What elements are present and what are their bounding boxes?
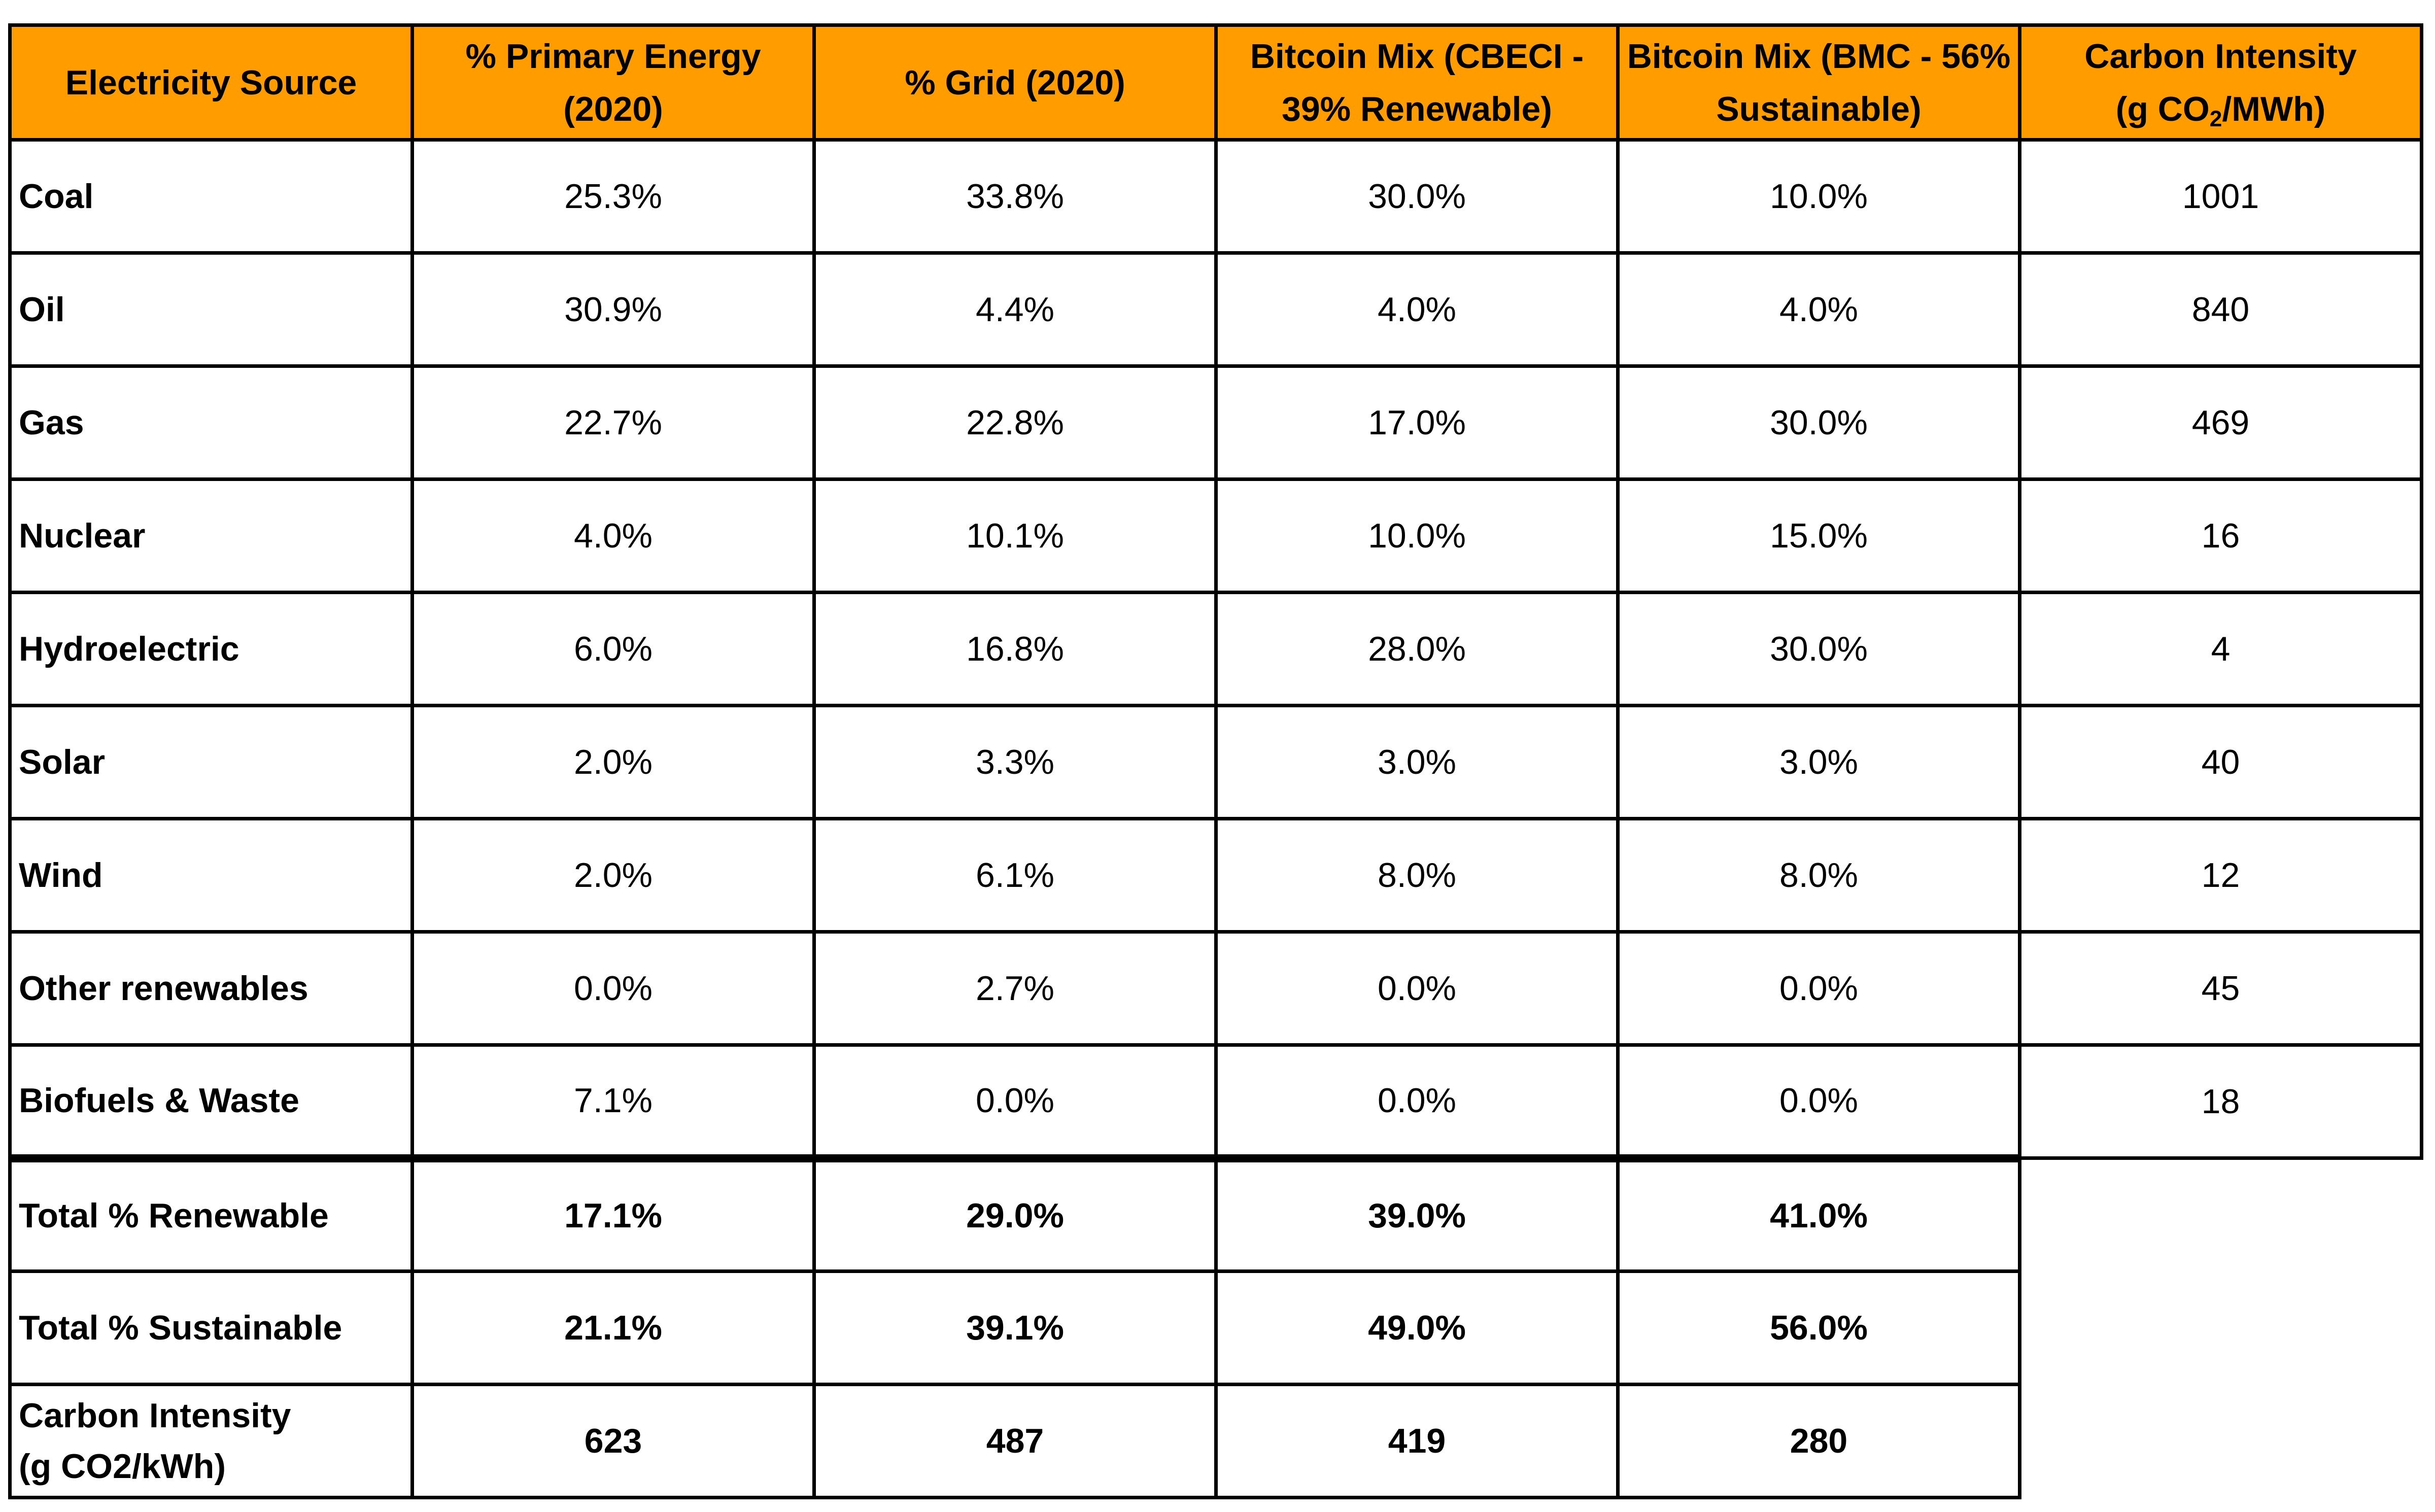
cell-cbeci: 0.0% (1214, 1043, 1620, 1160)
cell-carbon-intensity: 18 (2018, 1043, 2423, 1160)
cell-primary: 30.9% (410, 251, 816, 368)
cell-grid: 6.1% (812, 817, 1218, 934)
cell-bmc: 30.0% (1616, 364, 2021, 481)
header-carbon-intensity: Carbon Intensity (g CO2/MWh) (2018, 23, 2423, 142)
cell-primary: 6.0% (410, 591, 816, 707)
carbon-intensity-label-line2: (g CO2/kWh) (19, 1447, 226, 1486)
cell-bmc: 4.0% (1616, 251, 2021, 368)
cell-grid: 4.4% (812, 251, 1218, 368)
cell-carbon-intensity: 840 (2018, 251, 2423, 368)
header-ci-unit-a: (g CO (2115, 89, 2210, 128)
header-ci-prefix: Carbon Intensity (2084, 37, 2357, 76)
table-row: Oil 30.9% 4.4% 4.0% 4.0% 840 (8, 251, 2423, 368)
total-row-renewable: Total % Renewable 17.1% 29.0% 39.0% 41.0… (8, 1154, 2422, 1273)
table-row: Other renewables 0.0% 2.7% 0.0% 0.0% 45 (8, 930, 2423, 1047)
row-label: Gas (8, 364, 414, 481)
header-bitcoin-mix-bmc: Bitcoin Mix (BMC - 56% Sustainable) (1616, 23, 2021, 142)
row-label: Wind (8, 817, 414, 934)
total-grid: 29.0% (812, 1154, 1218, 1273)
total-label: Total % Renewable (8, 1154, 414, 1273)
cell-carbon-intensity: 16 (2018, 477, 2423, 594)
cell-bmc: 8.0% (1616, 817, 2021, 934)
cell-cbeci: 4.0% (1214, 251, 1620, 368)
cell-primary: 2.0% (410, 817, 816, 934)
table-row: Hydroelectric 6.0% 16.8% 28.0% 30.0% 4 (8, 591, 2423, 707)
carbon-primary: 623 (410, 1383, 816, 1499)
cell-grid: 16.8% (812, 591, 1218, 707)
table-row: Wind 2.0% 6.1% 8.0% 8.0% 12 (8, 817, 2423, 934)
table-row: Gas 22.7% 22.8% 17.0% 30.0% 469 (8, 364, 2423, 481)
carbon-intensity-label: Carbon Intensity (g CO2/kWh) (8, 1383, 414, 1499)
cell-bmc: 15.0% (1616, 477, 2021, 594)
carbon-bmc: 280 (1616, 1383, 2021, 1499)
cell-cbeci: 30.0% (1214, 138, 1620, 255)
row-label: Oil (8, 251, 414, 368)
total-primary: 17.1% (410, 1154, 816, 1273)
cell-cbeci: 17.0% (1214, 364, 1620, 481)
total-grid: 39.1% (812, 1269, 1218, 1386)
table-row: Biofuels & Waste 7.1% 0.0% 0.0% 0.0% 18 (8, 1043, 2423, 1160)
total-cbeci: 39.0% (1214, 1154, 1620, 1273)
cell-grid: 10.1% (812, 477, 1218, 594)
header-bitcoin-mix-cbeci: Bitcoin Mix (CBECI - 39% Renewable) (1214, 23, 1620, 142)
header-row: Electricity Source % Primary Energy (202… (8, 23, 2423, 142)
cell-carbon-intensity: 40 (2018, 704, 2423, 820)
row-label: Biofuels & Waste (8, 1043, 414, 1160)
cell-bmc: 10.0% (1616, 138, 2021, 255)
cell-grid: 2.7% (812, 930, 1218, 1047)
empty-cell (2019, 1271, 2422, 1385)
total-bmc: 41.0% (1616, 1154, 2021, 1273)
header-ci-unit-b: /MWh) (2222, 89, 2326, 128)
carbon-intensity-label-line1: Carbon Intensity (19, 1396, 291, 1435)
cell-bmc: 0.0% (1616, 1043, 2021, 1160)
cell-primary: 0.0% (410, 930, 816, 1047)
cell-primary: 25.3% (410, 138, 816, 255)
total-cbeci: 49.0% (1214, 1269, 1620, 1386)
cell-carbon-intensity: 1001 (2018, 138, 2423, 255)
carbon-grid: 487 (812, 1383, 1218, 1499)
row-label: Hydroelectric (8, 591, 414, 707)
electricity-mix-table: Electricity Source % Primary Energy (202… (8, 23, 2423, 1499)
header-ci-unit-sub: 2 (2209, 106, 2222, 131)
cell-cbeci: 10.0% (1214, 477, 1620, 594)
row-label: Other renewables (8, 930, 414, 1047)
empty-cell (2019, 1384, 2422, 1498)
cell-primary: 2.0% (410, 704, 816, 820)
cell-grid: 3.3% (812, 704, 1218, 820)
cell-primary: 22.7% (410, 364, 816, 481)
row-label: Solar (8, 704, 414, 820)
cell-grid: 22.8% (812, 364, 1218, 481)
cell-cbeci: 0.0% (1214, 930, 1620, 1047)
cell-carbon-intensity: 469 (2018, 364, 2423, 481)
header-primary-energy: % Primary Energy (2020) (410, 23, 816, 142)
cell-cbeci: 3.0% (1214, 704, 1620, 820)
table-row: Coal 25.3% 33.8% 30.0% 10.0% 1001 (8, 138, 2423, 255)
total-label: Total % Sustainable (8, 1269, 414, 1386)
table-row: Nuclear 4.0% 10.1% 10.0% 15.0% 16 (8, 477, 2423, 594)
cell-cbeci: 8.0% (1214, 817, 1620, 934)
carbon-cbeci: 419 (1214, 1383, 1620, 1499)
total-bmc: 56.0% (1616, 1269, 2021, 1386)
cell-carbon-intensity: 45 (2018, 930, 2423, 1047)
total-primary: 21.1% (410, 1269, 816, 1386)
total-row-carbon-intensity: Carbon Intensity (g CO2/kWh) 623 487 419… (8, 1383, 2422, 1499)
electricity-mix-table-container: Electricity Source % Primary Energy (202… (8, 23, 2423, 1499)
header-electricity-source: Electricity Source (8, 23, 414, 142)
row-label: Coal (8, 138, 414, 255)
total-row-sustainable: Total % Sustainable 21.1% 39.1% 49.0% 56… (8, 1269, 2422, 1386)
row-label: Nuclear (8, 477, 414, 594)
cell-cbeci: 28.0% (1214, 591, 1620, 707)
cell-grid: 0.0% (812, 1043, 1218, 1160)
empty-cell (2019, 1158, 2422, 1272)
cell-primary: 4.0% (410, 477, 816, 594)
cell-grid: 33.8% (812, 138, 1218, 255)
header-grid: % Grid (2020) (812, 23, 1218, 142)
cell-carbon-intensity: 12 (2018, 817, 2423, 934)
cell-carbon-intensity: 4 (2018, 591, 2423, 707)
table-row: Solar 2.0% 3.3% 3.0% 3.0% 40 (8, 704, 2423, 820)
cell-primary: 7.1% (410, 1043, 816, 1160)
cell-bmc: 3.0% (1616, 704, 2021, 820)
cell-bmc: 0.0% (1616, 930, 2021, 1047)
cell-bmc: 30.0% (1616, 591, 2021, 707)
